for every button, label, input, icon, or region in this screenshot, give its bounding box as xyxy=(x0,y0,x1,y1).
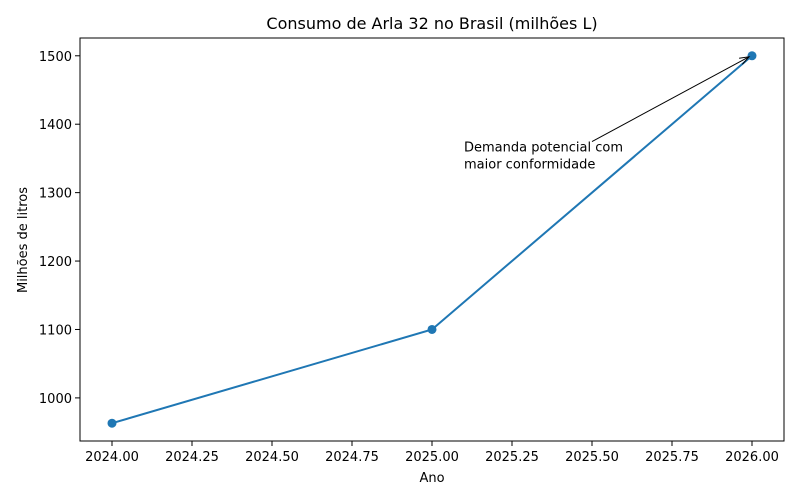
x-tick-label: 2025.50 xyxy=(565,450,619,465)
y-tick-label: 1400 xyxy=(39,118,72,133)
data-point xyxy=(107,418,117,428)
y-tick-label: 1200 xyxy=(39,255,72,270)
x-tick-label: 2024.75 xyxy=(325,450,379,465)
y-tick-label: 1300 xyxy=(39,187,72,202)
plot-area-frame xyxy=(79,37,785,442)
x-tick-label: 2025.75 xyxy=(645,450,699,465)
x-axis-label: Ano xyxy=(419,471,444,486)
annotation-arrow xyxy=(591,56,750,143)
x-tick-label: 2026.00 xyxy=(725,450,779,465)
x-tick-label: 2024.00 xyxy=(85,450,139,465)
y-tick-label: 1000 xyxy=(39,392,72,407)
y-tick-label: 1500 xyxy=(39,50,72,65)
y-axis-label: Milhões de litros xyxy=(16,187,31,293)
series-line xyxy=(111,55,753,425)
annotation-arrowhead xyxy=(739,56,751,65)
y-tick-label: 1100 xyxy=(39,323,72,338)
x-tick-label: 2025.00 xyxy=(405,450,459,465)
data-point xyxy=(747,51,757,61)
x-tick-label: 2024.50 xyxy=(245,450,299,465)
x-tick-label: 2025.25 xyxy=(485,450,539,465)
annotation-text: Demanda potencial com xyxy=(464,141,623,156)
annotation-text: maior conformidade xyxy=(464,158,595,173)
data-point xyxy=(427,324,437,334)
chart-title: Consumo de Arla 32 no Brasil (milhões L) xyxy=(266,14,597,33)
x-tick-label: 2024.25 xyxy=(165,450,219,465)
